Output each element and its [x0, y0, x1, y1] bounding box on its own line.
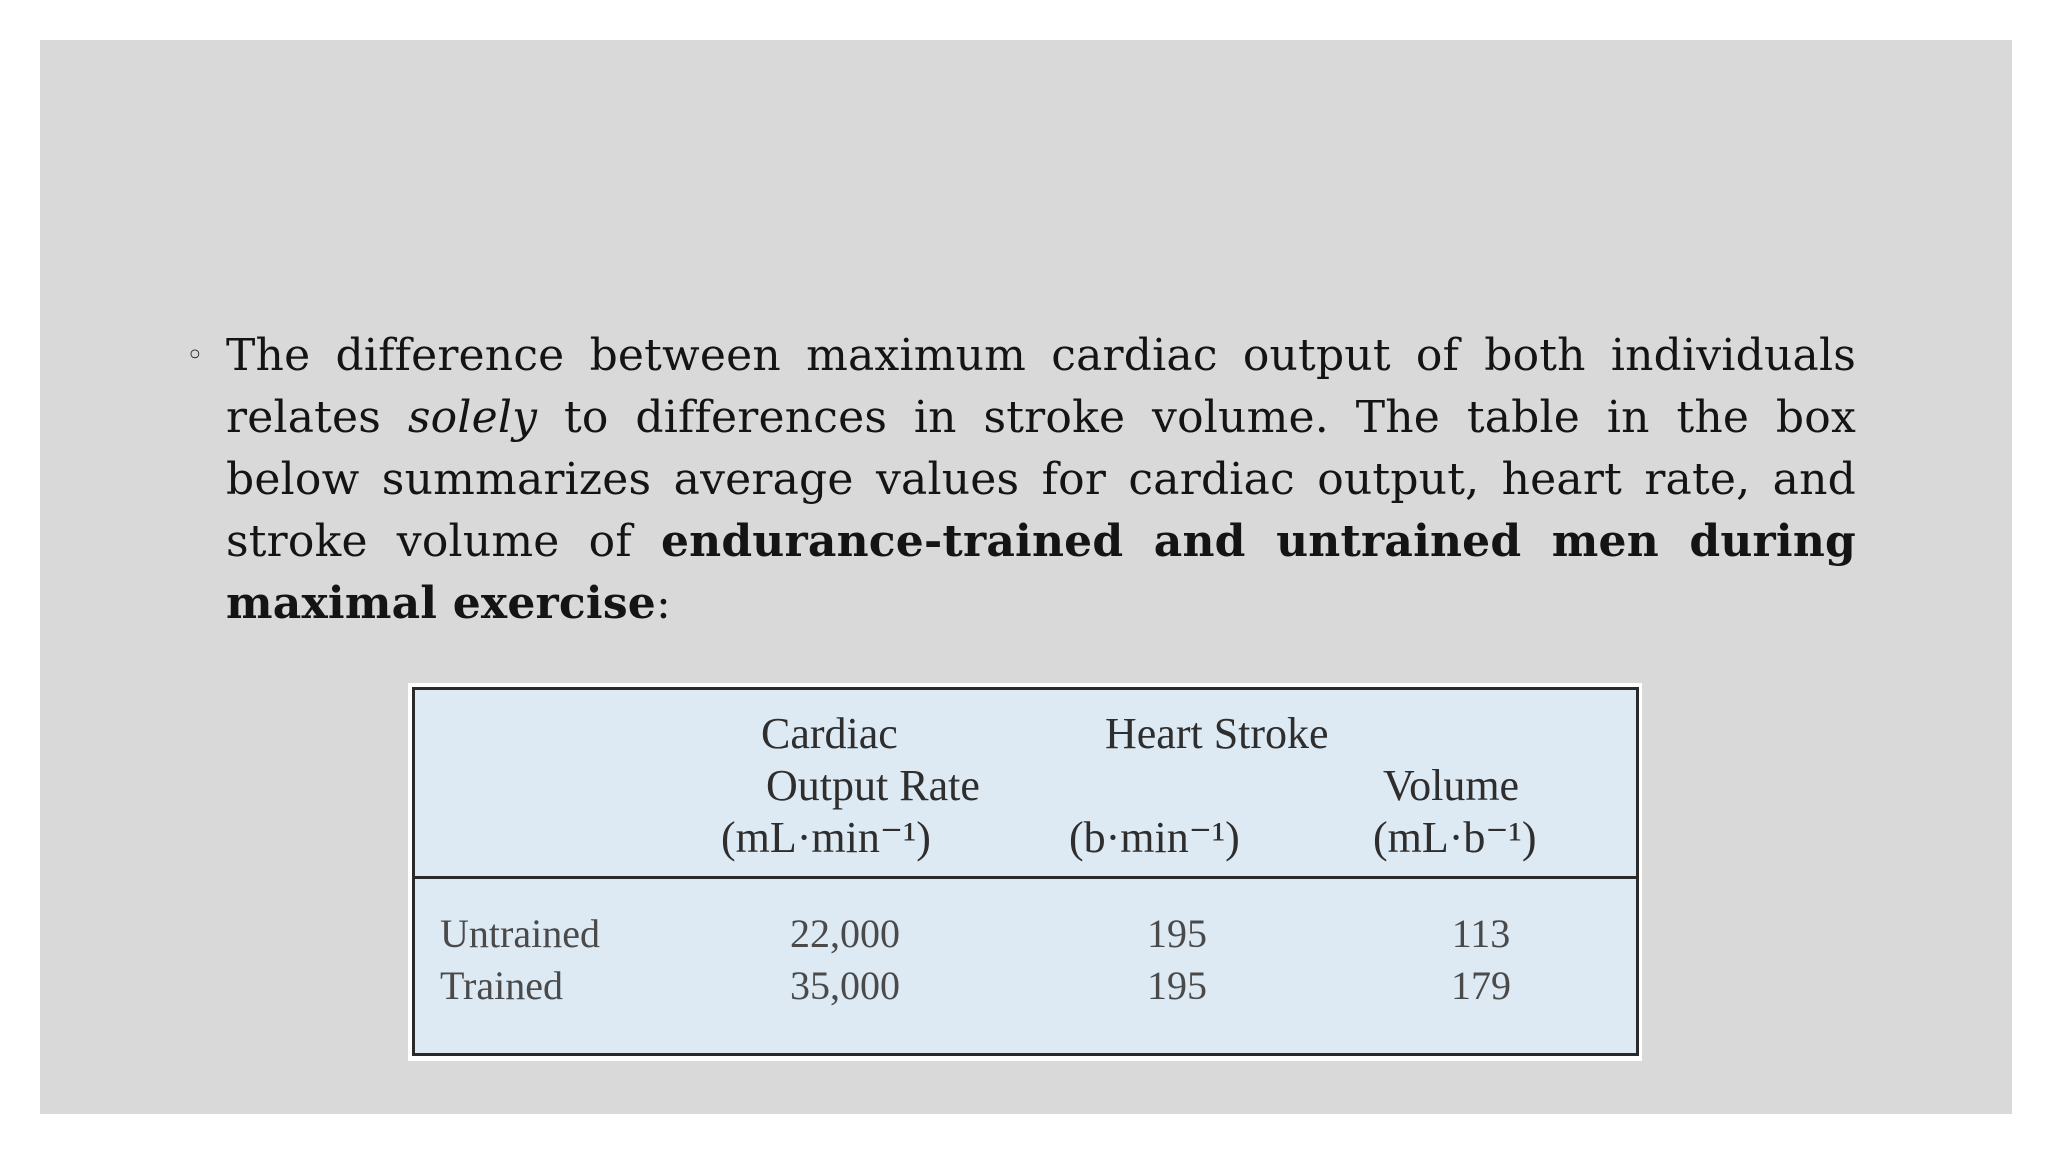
row-label: Trained [440, 963, 563, 1008]
table-header: Cardiac Output Rate (mL·min⁻¹) Heart Str… [415, 690, 1636, 879]
data-table: Cardiac Output Rate (mL·min⁻¹) Heart Str… [412, 687, 1639, 1056]
cell-stroke-volume: 179 [1451, 963, 1511, 1008]
bullet-text-part3: : [656, 578, 672, 629]
cell-cardiac-output: 35,000 [790, 963, 900, 1008]
header-col1-unit: (mL·min⁻¹) [721, 813, 931, 862]
header-cardiac: Cardiac [761, 709, 898, 758]
bullet-paragraph: ◦ The difference between maximum cardiac… [186, 325, 1856, 635]
cell-heart-rate: 195 [1147, 911, 1207, 956]
bullet-text-emphasis: solely [407, 392, 538, 443]
bullet-text-bold: endurance-trained and untrained men duri… [226, 516, 1856, 629]
header-volume: Volume [1383, 761, 1520, 810]
cell-heart-rate: 195 [1147, 963, 1207, 1008]
bullet-text-part2: to differences in stroke volume. The tab… [226, 392, 1856, 567]
header-col3-unit: (mL·b⁻¹) [1373, 813, 1537, 862]
bullet-text: The difference between maximum cardiac o… [226, 325, 1856, 635]
header-col2-unit: (b·min⁻¹) [1069, 813, 1240, 862]
bullet-item: ◦ The difference between maximum cardiac… [186, 325, 1856, 635]
cell-cardiac-output: 22,000 [790, 911, 900, 956]
table-image-frame: Cardiac Output Rate (mL·min⁻¹) Heart Str… [408, 683, 1642, 1061]
bullet-text-part1: The difference between maximum cardiac o… [226, 330, 1856, 443]
cell-stroke-volume: 113 [1451, 911, 1511, 956]
header-output-rate: Output Rate [766, 761, 980, 810]
bullet-circle-icon: ◦ [186, 338, 204, 373]
row-label: Untrained [440, 911, 600, 956]
header-heart-stroke: Heart Stroke [1105, 709, 1329, 758]
